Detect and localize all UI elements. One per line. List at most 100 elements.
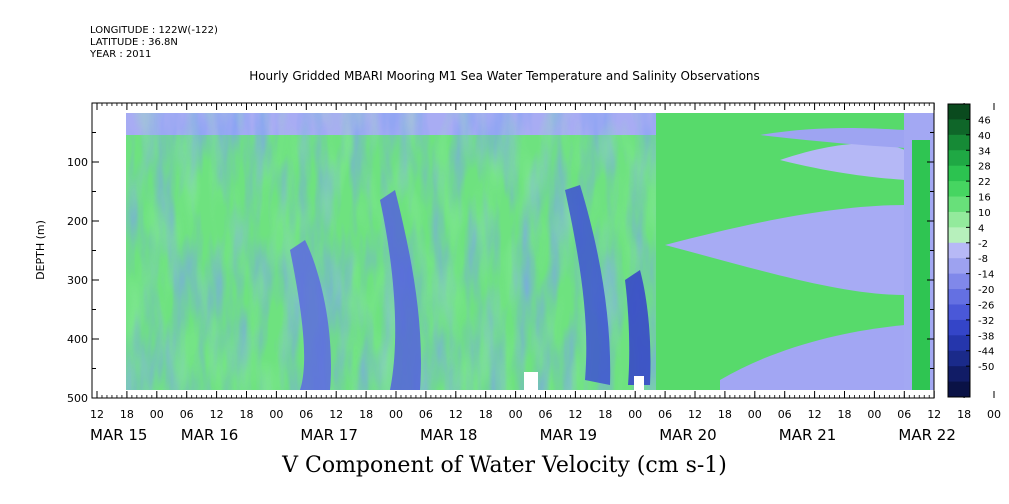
x-hour-label: 06 [658, 408, 672, 421]
field-far-right-core [912, 140, 930, 390]
colorbar-swatch [948, 258, 970, 275]
x-hour-label: 18 [718, 408, 732, 421]
colorbar-label: 22 [978, 177, 991, 188]
colorbar-label: 40 [978, 131, 991, 142]
colorbar-label: -26 [978, 300, 994, 311]
x-hour-label: 06 [897, 408, 911, 421]
x-hour-label: 12 [329, 408, 343, 421]
colorbar-swatch [948, 104, 970, 120]
x-hour-label: 00 [748, 408, 762, 421]
colorbar-swatch [948, 319, 970, 336]
colorbar: 46 40 34 28 22 16 10 4 -2 -8 -14 -20 -26 -32 -38 -44 -50 [947, 103, 994, 398]
field-right-band-4 [760, 127, 905, 148]
x-hour-label: 18 [479, 408, 493, 421]
x-hour-label: 12 [210, 408, 224, 421]
colorbar-label: -8 [978, 254, 988, 265]
x-hour-label: 18 [838, 408, 852, 421]
x-hour-label: 00 [389, 408, 403, 421]
x-hour-label: 06 [539, 408, 553, 421]
y-tick-label: 300 [67, 274, 88, 287]
heatmap-field [126, 113, 934, 390]
x-hour-label: 12 [568, 408, 582, 421]
x-hour-label: 00 [628, 408, 642, 421]
x-axis: 12 18 00 06 12 18 00 06 12 18 00 06 12 18 00 06 12 18 00 06… [90, 103, 1001, 444]
colorbar-label: 10 [978, 208, 991, 219]
x-hour-label: 12 [927, 408, 941, 421]
x-hour-label: 12 [688, 408, 702, 421]
colorbar-frame [947, 103, 971, 398]
colorbar-label: -32 [978, 316, 994, 327]
y-axis: 100 200 300 400 500 [67, 132, 934, 405]
colorbar-swatch [948, 366, 970, 383]
x-day-label: MAR 18 [420, 426, 477, 444]
x-hour-label: 18 [120, 408, 134, 421]
field-patch-4 [625, 270, 651, 385]
x-hour-label: 06 [180, 408, 194, 421]
x-day-label: MAR 19 [540, 426, 597, 444]
latitude-label: LATITUDE : 36.8N [90, 37, 178, 48]
colorbar-swatch [948, 134, 970, 151]
x-hour-label: 18 [957, 408, 971, 421]
x-hour-label: 00 [150, 408, 164, 421]
colorbar-label: 46 [978, 115, 991, 126]
y-tick-label: 100 [67, 156, 88, 169]
x-hour-label: 00 [269, 408, 283, 421]
colorbar-label: -44 [978, 347, 994, 358]
colorbar-label: -38 [978, 331, 994, 342]
colorbar-swatch [948, 119, 970, 136]
colorbar-swatch [948, 350, 970, 367]
x-hour-label: 12 [449, 408, 463, 421]
x-hour-label: 00 [987, 408, 1001, 421]
field-patch-2 [380, 190, 421, 390]
colorbar-swatch [948, 335, 970, 352]
x-hour-label: 18 [240, 408, 254, 421]
x-hour-label: 06 [299, 408, 313, 421]
x-day-label: MAR 22 [898, 426, 955, 444]
year-label: YEAR : 2011 [90, 49, 152, 60]
colorbar-swatch [948, 242, 970, 259]
colorbar-swatch [948, 150, 970, 167]
colorbar-label: -20 [978, 285, 994, 296]
data-gap-2 [634, 376, 644, 390]
y-axis-label: DEPTH (m) [34, 220, 47, 280]
y-tick-label: 200 [67, 215, 88, 228]
x-hour-label: 00 [509, 408, 523, 421]
colorbar-label: 34 [978, 146, 991, 157]
y-tick-label: 500 [67, 392, 88, 405]
x-hour-label: 06 [778, 408, 792, 421]
colorbar-label: -50 [978, 362, 994, 373]
colorbar-swatch [948, 181, 970, 198]
colorbar-label: 4 [978, 223, 984, 234]
data-gap-1 [524, 372, 538, 390]
colorbar-swatch [948, 196, 970, 213]
colorbar-label: 28 [978, 162, 991, 173]
colorbar-swatch [948, 211, 970, 228]
field-patch-1 [290, 240, 331, 390]
x-hour-label: 18 [359, 408, 373, 421]
x-axis-label: V Component of Water Velocity (cm s-1) [282, 453, 727, 478]
y-tick-label: 400 [67, 333, 88, 346]
colorbar-swatch [948, 165, 970, 182]
x-hour-label: 18 [598, 408, 612, 421]
x-hour-label: 12 [90, 408, 104, 421]
colorbar-swatch [948, 304, 970, 321]
colorbar-label: 16 [978, 193, 991, 204]
x-day-label: MAR 20 [659, 426, 716, 444]
field-right-band-1 [780, 143, 905, 180]
x-day-label: MAR 15 [90, 426, 147, 444]
chart-title: Hourly Gridded MBARI Mooring M1 Sea Wate… [249, 69, 760, 83]
x-hour-label: 12 [808, 408, 822, 421]
x-hour-label: 00 [867, 408, 881, 421]
longitude-label: LONGITUDE : 122W(-122) [90, 25, 218, 36]
field-right-band-3 [720, 325, 905, 390]
x-day-label: MAR 16 [181, 426, 238, 444]
field-patch-3 [565, 185, 611, 385]
x-day-label: MAR 17 [300, 426, 357, 444]
colorbar-swatch [948, 381, 970, 398]
x-minor-ticks-top [96, 103, 930, 106]
colorbar-swatch [948, 273, 970, 290]
field-right-band-2 [665, 205, 905, 295]
x-day-label: MAR 21 [779, 426, 836, 444]
colorbar-label: -2 [978, 239, 988, 250]
